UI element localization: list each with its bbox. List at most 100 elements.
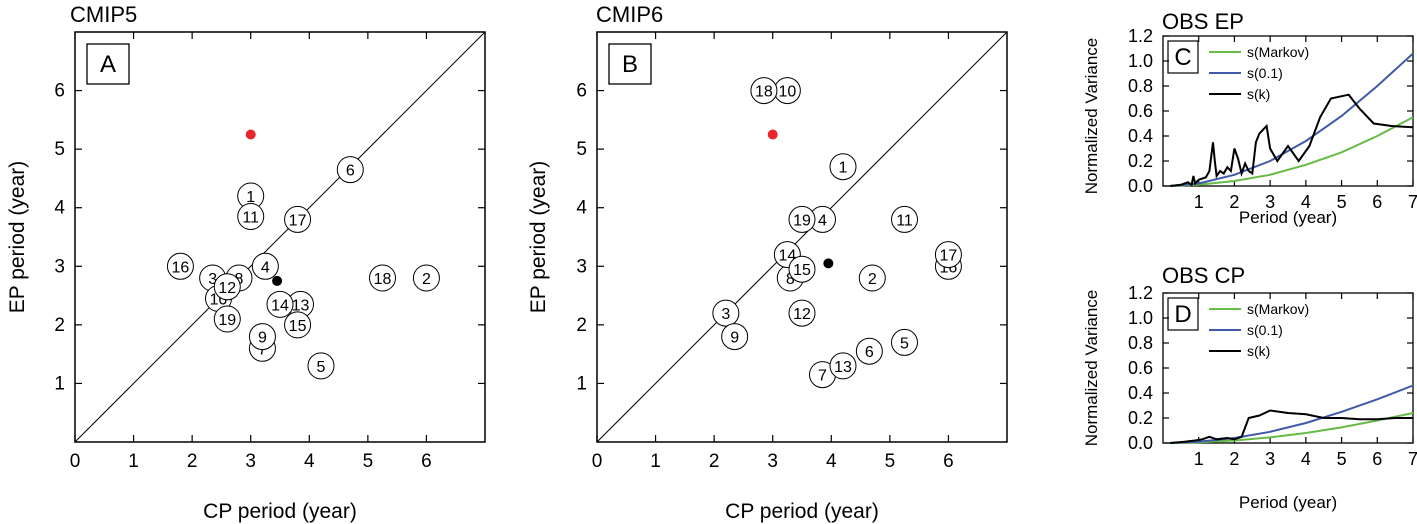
y-tick-label: 5	[54, 139, 65, 160]
model-point-circle	[891, 205, 918, 233]
x-axis-label: CP period (year)	[725, 500, 879, 523]
model-point-circle	[858, 264, 886, 292]
x-tick-label: 4	[826, 451, 837, 472]
y-tick-label: 0.4	[1128, 383, 1153, 403]
x-tick-label: 5	[885, 451, 896, 472]
x-tick-label: 4	[304, 451, 315, 472]
panel-title: OBS EP	[1162, 9, 1244, 34]
model-point-circle	[934, 241, 962, 269]
y-tick-label: 0.2	[1128, 408, 1153, 428]
y-tick-label: 4	[54, 198, 65, 219]
y-tick-label: 2	[54, 315, 65, 336]
model-point: 4	[251, 252, 279, 280]
x-tick-label: 0	[592, 451, 603, 472]
panel-obs-ep: OBS EP C Period (year) Normalized Varian…	[1082, 9, 1417, 227]
model-point: 11	[891, 205, 918, 233]
y-tick-label: 0.2	[1128, 151, 1153, 171]
y-axis-label: EP period (year)	[527, 161, 550, 314]
model-point: 9	[721, 323, 749, 351]
model-point-label: 19	[218, 312, 236, 329]
diagonal-line	[74, 31, 486, 443]
panel-label: B	[622, 51, 638, 78]
x-tick-label: 3	[245, 451, 256, 472]
panel-label-box	[608, 43, 652, 85]
model-point: 4	[809, 205, 836, 233]
x-axis-label: Period (year)	[1239, 208, 1337, 227]
series-line	[1170, 384, 1414, 444]
model-point-circle	[412, 264, 440, 292]
x-tick-label: 3	[1265, 192, 1275, 212]
model-point-label: 5	[317, 359, 326, 376]
panel-title: CMIP6	[596, 2, 663, 27]
model-point: 6	[336, 156, 364, 184]
model-point-label: 2	[422, 271, 431, 288]
model-point: 5	[891, 328, 918, 356]
model-point-circle	[712, 299, 740, 327]
model-point-circle	[788, 255, 816, 283]
model-point-label: 1	[246, 189, 255, 206]
model-point: 2	[858, 264, 886, 292]
model-point-label: 3	[208, 271, 217, 288]
model-point: 13	[829, 352, 857, 380]
x-tick-label: 6	[1372, 449, 1382, 469]
y-tick-label: 3	[54, 256, 65, 277]
model-point-circle	[237, 203, 265, 230]
model-point-circle	[891, 328, 918, 356]
model-point-label: 14	[271, 297, 289, 314]
model-point-label: 18	[374, 271, 392, 288]
model-point-circle	[369, 264, 396, 292]
model-point: 18	[750, 77, 778, 105]
model-point: 15	[284, 311, 312, 339]
model-point-label: 4	[818, 212, 827, 229]
model-point-label: 10	[778, 84, 796, 101]
panel-label-box	[86, 43, 130, 85]
model-point-circle	[750, 77, 778, 105]
model-point-circle	[829, 153, 857, 181]
y-tick-label: 0.8	[1128, 76, 1153, 96]
diagonal-line	[596, 31, 1008, 443]
x-tick-label: 1	[650, 451, 661, 472]
y-tick-label: 3	[576, 256, 587, 277]
legend-label: s(k)	[1247, 343, 1270, 359]
model-point-circle	[336, 156, 364, 184]
model-point-circle	[855, 337, 883, 365]
legend-label: s(0.1)	[1247, 65, 1283, 81]
model-point-label: 19	[793, 212, 811, 229]
x-tick-label: 2	[1229, 192, 1239, 212]
model-point: 6	[855, 337, 883, 365]
model-point-circle	[213, 305, 241, 333]
series-line	[1170, 409, 1413, 444]
model-point-label: 12	[793, 306, 811, 323]
legend-label: s(Markov)	[1247, 301, 1309, 317]
model-point-label: 2	[868, 271, 877, 288]
model-point: 17	[934, 241, 962, 269]
panel-obs-cp: OBS CP D Period (year) Normalized Varian…	[1082, 263, 1417, 512]
model-point-circle	[248, 323, 276, 351]
model-point-label: 1	[839, 160, 848, 177]
panel-label: A	[100, 51, 116, 78]
x-tick-label: 2	[187, 451, 198, 472]
model-point-label: 17	[940, 248, 958, 265]
model-point-label: 11	[896, 212, 913, 229]
x-tick-label: 4	[1301, 192, 1311, 212]
model-point: 16	[166, 252, 194, 280]
model-point-label: 8	[235, 271, 244, 288]
y-tick-label: 2	[576, 315, 587, 336]
x-tick-label: 7	[1408, 192, 1417, 212]
model-point: 7	[809, 361, 836, 389]
y-tick-label: 5	[576, 139, 587, 160]
series-line	[1170, 116, 1414, 187]
y-tick-label: 1.0	[1128, 51, 1153, 71]
model-point-circle	[721, 323, 749, 351]
model-point: 9	[248, 323, 276, 351]
y-tick-label: 4	[576, 198, 587, 219]
plot-frame	[74, 31, 486, 443]
y-tick-label: 0.0	[1128, 433, 1153, 453]
model-point-label: 7	[818, 368, 827, 385]
x-tick-label: 6	[421, 451, 432, 472]
x-tick-label: 1	[1194, 449, 1204, 469]
y-tick-label: 6	[54, 81, 65, 102]
model-point-label: 15	[793, 262, 811, 279]
y-tick-label: 1.0	[1128, 308, 1153, 328]
